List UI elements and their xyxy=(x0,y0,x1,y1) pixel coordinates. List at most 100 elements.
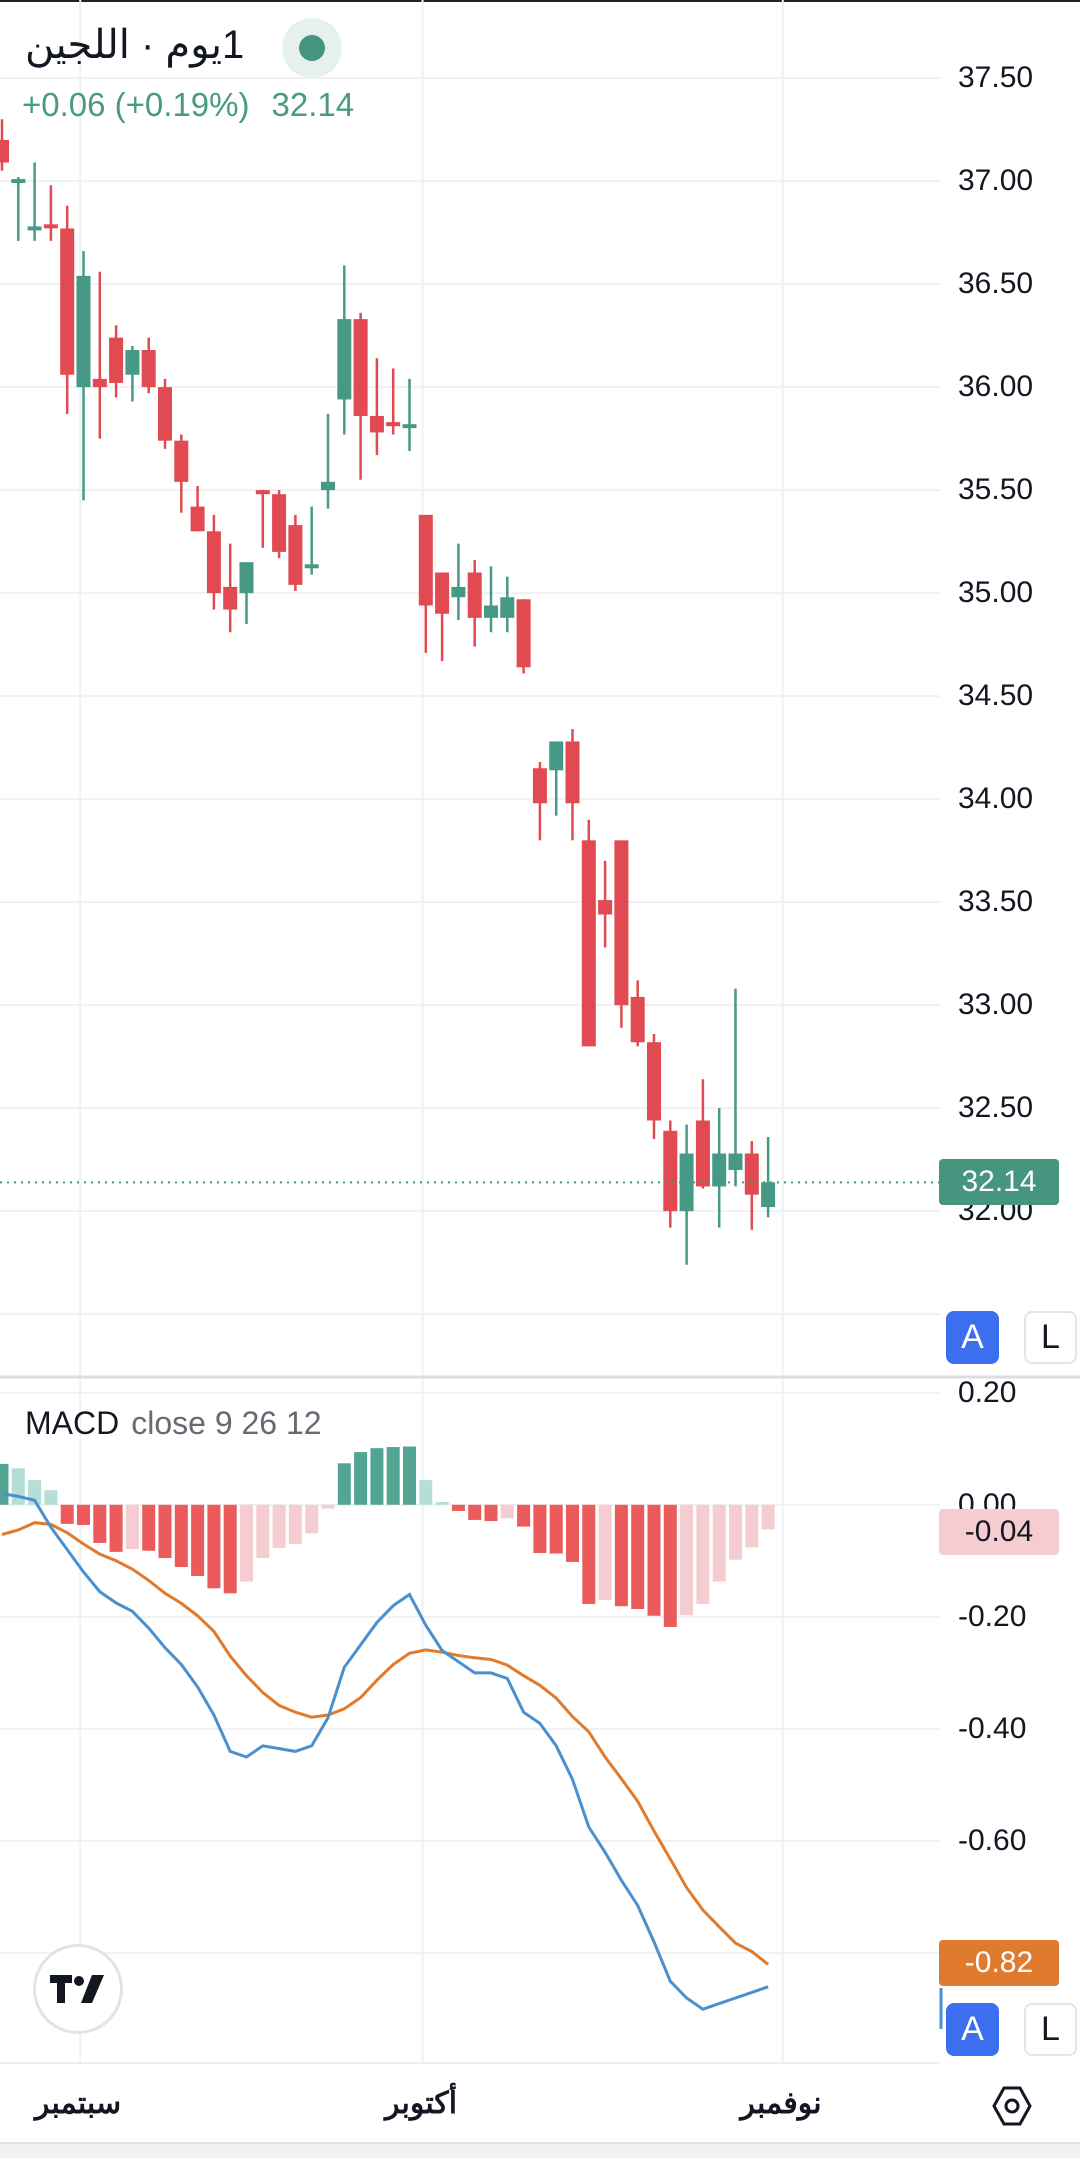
candle-body xyxy=(695,1120,710,1187)
market-status-indicator[interactable] xyxy=(282,18,342,78)
market-open-dot-icon xyxy=(299,35,325,61)
candle-body xyxy=(581,840,596,1047)
candle-body xyxy=(402,424,417,429)
macd-tick: 0.20 xyxy=(958,1376,1017,1409)
candle xyxy=(27,162,42,241)
histogram-bar xyxy=(0,1463,9,1505)
candle-body xyxy=(549,741,564,771)
histogram-bar xyxy=(321,1504,335,1509)
price-grid xyxy=(0,77,940,1316)
histogram-value-tag: -0.04 xyxy=(939,1509,1059,1555)
log-scale-button[interactable]: L xyxy=(1024,1311,1077,1364)
candle-body xyxy=(598,900,613,915)
macd-grid xyxy=(0,1391,940,1955)
candle xyxy=(386,368,401,435)
histogram-bar xyxy=(614,1504,628,1607)
candle-body xyxy=(386,422,401,427)
histogram-bar xyxy=(403,1446,416,1505)
symbol-title[interactable]: 1يوم · اللجين xyxy=(25,23,245,67)
histogram-bar xyxy=(142,1504,156,1551)
macd-line xyxy=(1,1492,769,2011)
candle xyxy=(516,599,531,674)
histogram-bar xyxy=(109,1504,123,1552)
candle-body xyxy=(141,350,156,388)
macd-legend[interactable]: MACD close 9 26 12 xyxy=(25,1405,322,1442)
time-label-september: سبتمبر xyxy=(34,2087,122,2120)
price-change-row: +0.06 (+0.19%) 32.14 xyxy=(22,86,376,124)
histogram-bar xyxy=(125,1504,139,1550)
candle xyxy=(581,819,596,1047)
candle xyxy=(255,490,270,548)
candle xyxy=(614,840,629,1028)
candle xyxy=(647,1033,661,1140)
histogram-bar xyxy=(77,1504,90,1525)
candle-body xyxy=(484,605,498,618)
histogram-bar xyxy=(598,1504,612,1601)
histogram-bar xyxy=(696,1504,710,1604)
candle xyxy=(174,434,189,513)
candle-body xyxy=(500,597,515,618)
auto-scale-button[interactable]: A xyxy=(946,1311,999,1364)
histogram-bar xyxy=(729,1504,742,1560)
candle-body xyxy=(418,514,433,606)
histogram-bar xyxy=(631,1504,645,1610)
histogram-bar xyxy=(240,1504,253,1582)
tradingview-logo[interactable] xyxy=(33,1944,123,2034)
histogram-bar xyxy=(549,1504,563,1554)
candle-body xyxy=(614,840,629,1006)
candle-body xyxy=(451,586,466,598)
macd-tick: -0.40 xyxy=(958,1712,1027,1745)
histogram-bar xyxy=(745,1504,759,1548)
candle xyxy=(125,345,140,402)
macd-tick: -0.60 xyxy=(958,1824,1027,1857)
candle-body xyxy=(663,1130,678,1212)
candle-body xyxy=(174,440,189,482)
histogram-bar xyxy=(484,1504,498,1522)
histogram-bar xyxy=(174,1504,188,1567)
candle xyxy=(435,572,450,662)
candle xyxy=(43,185,58,241)
candle xyxy=(761,1136,776,1218)
price-tick: 36.00 xyxy=(958,370,1034,403)
hexagon-settings-icon[interactable] xyxy=(990,2084,1034,2128)
candle xyxy=(451,543,466,620)
histogram-bar xyxy=(288,1504,302,1545)
histogram-bar xyxy=(386,1447,400,1505)
histogram-bar xyxy=(158,1504,172,1559)
candle-body xyxy=(255,490,270,495)
candle xyxy=(418,514,433,653)
candle xyxy=(598,860,613,948)
macd-histogram xyxy=(0,1446,775,1627)
histogram-bar xyxy=(191,1504,205,1576)
candle-body xyxy=(321,481,335,491)
candle xyxy=(223,543,238,633)
last-price: 32.14 xyxy=(271,86,355,123)
macd-log-scale-button[interactable]: L xyxy=(1024,2003,1077,2056)
price-tick: 37.50 xyxy=(958,61,1034,94)
candle xyxy=(272,490,287,559)
macd-auto-scale-button[interactable]: A xyxy=(946,2003,999,2056)
candle xyxy=(484,566,498,633)
candle xyxy=(695,1079,710,1189)
histogram-bar xyxy=(582,1504,596,1604)
candle-body xyxy=(304,564,319,569)
candle xyxy=(500,576,515,633)
candle xyxy=(141,337,156,394)
histogram-bar xyxy=(256,1504,270,1559)
candle xyxy=(11,176,26,241)
price-tick: 36.50 xyxy=(958,267,1034,300)
candle xyxy=(190,485,205,532)
candle-body xyxy=(630,996,645,1043)
candle-body xyxy=(158,387,172,441)
histogram-bar xyxy=(680,1504,694,1616)
candle-body xyxy=(565,741,580,804)
price-tick: 32.50 xyxy=(958,1091,1034,1124)
candle-body xyxy=(532,768,547,804)
candle xyxy=(549,741,564,816)
candle-body xyxy=(0,139,9,163)
histogram-bar xyxy=(93,1504,107,1543)
histogram-bar xyxy=(647,1504,661,1616)
price-tick: 35.00 xyxy=(958,576,1034,609)
candle xyxy=(0,119,9,171)
